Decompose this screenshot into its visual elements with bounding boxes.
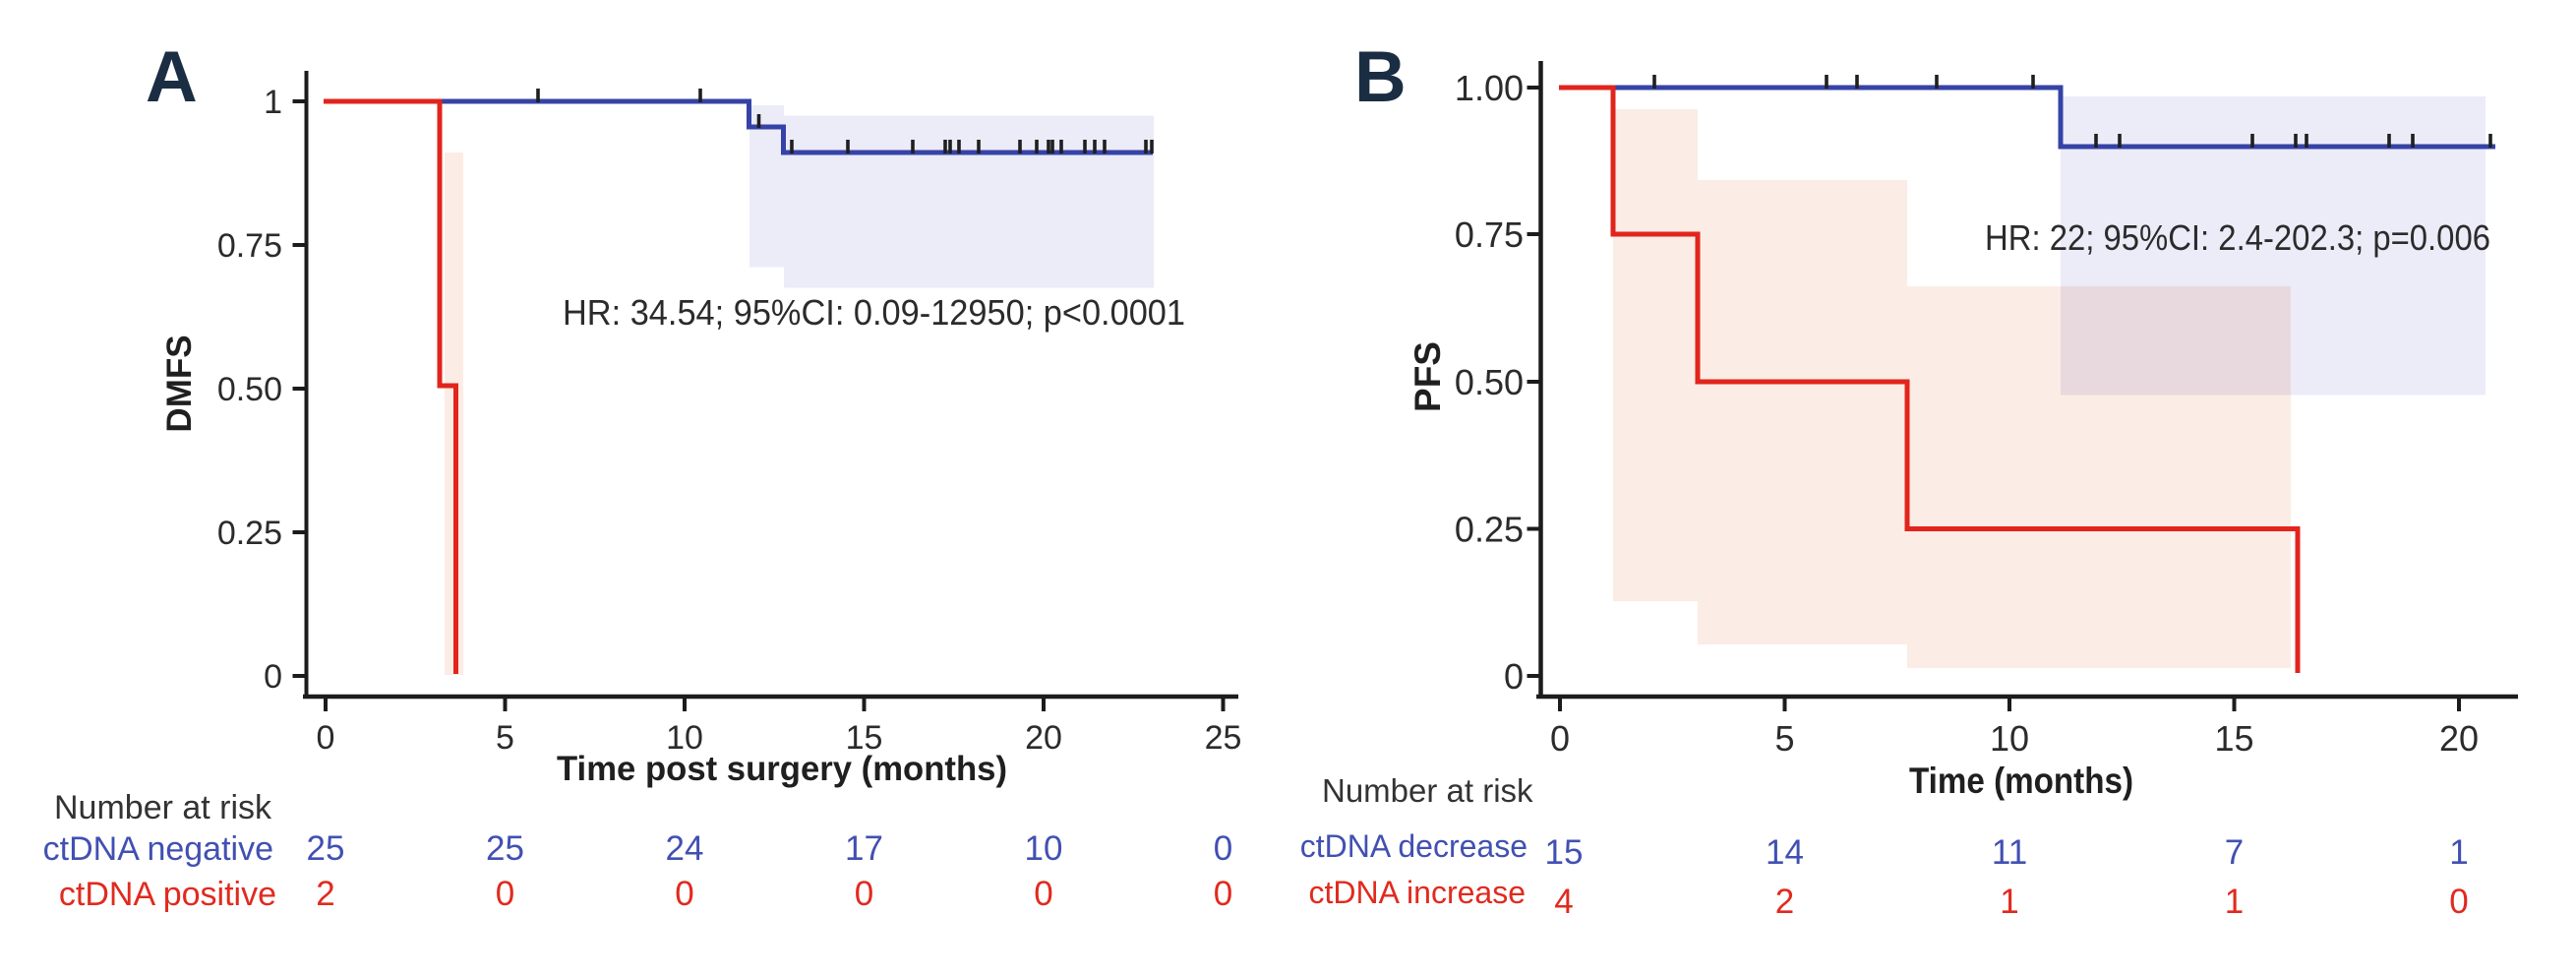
svg-text:25: 25 — [486, 829, 524, 868]
svg-text:5: 5 — [496, 719, 514, 757]
svg-text:0: 0 — [1214, 875, 1232, 913]
svg-text:0: 0 — [1034, 875, 1052, 913]
svg-text:10: 10 — [1025, 829, 1063, 868]
svg-text:25: 25 — [1205, 719, 1242, 757]
svg-text:Time (months): Time (months) — [1909, 761, 2133, 801]
svg-text:15: 15 — [846, 719, 883, 757]
svg-text:10: 10 — [1990, 718, 2029, 759]
svg-text:ctDNA positive: ctDNA positive — [59, 876, 276, 913]
svg-text:0: 0 — [855, 875, 873, 913]
svg-text:0.50: 0.50 — [217, 371, 282, 408]
svg-text:0: 0 — [1504, 656, 1524, 697]
svg-text:25: 25 — [307, 829, 345, 868]
svg-text:2: 2 — [1775, 883, 1794, 921]
svg-text:15: 15 — [1545, 833, 1584, 872]
svg-text:0.75: 0.75 — [217, 227, 282, 265]
svg-text:4: 4 — [1554, 883, 1573, 921]
svg-text:2: 2 — [316, 875, 334, 913]
svg-text:0: 0 — [2449, 883, 2468, 921]
svg-text:15: 15 — [2214, 718, 2253, 759]
svg-text:B: B — [1354, 37, 1407, 117]
svg-text:0.25: 0.25 — [1455, 510, 1524, 550]
svg-text:Number at risk: Number at risk — [54, 789, 272, 826]
svg-text:0: 0 — [675, 875, 693, 913]
svg-text:5: 5 — [1774, 718, 1794, 759]
svg-text:0.50: 0.50 — [1455, 362, 1524, 402]
svg-text:14: 14 — [1766, 833, 1804, 872]
svg-text:1: 1 — [2449, 833, 2468, 872]
svg-text:0: 0 — [317, 719, 335, 757]
svg-text:0: 0 — [264, 658, 282, 696]
svg-text:ctDNA negative: ctDNA negative — [43, 830, 273, 868]
svg-text:1: 1 — [2000, 883, 2018, 921]
svg-text:Time post surgery (months): Time post surgery (months) — [557, 750, 1007, 788]
svg-text:1.00: 1.00 — [1455, 68, 1524, 108]
svg-text:20: 20 — [2439, 718, 2479, 759]
svg-text:0: 0 — [1214, 829, 1232, 868]
svg-text:17: 17 — [845, 829, 883, 868]
svg-text:1: 1 — [264, 84, 282, 121]
svg-text:ctDNA increase: ctDNA increase — [1308, 875, 1526, 910]
svg-text:11: 11 — [1992, 833, 2027, 872]
svg-text:HR: 34.54; 95%CI: 0.09-12950;: HR: 34.54; 95%CI: 0.09-12950; p<0.0001 — [563, 292, 1185, 333]
svg-text:DMFS: DMFS — [160, 335, 199, 432]
svg-text:0: 0 — [496, 875, 514, 913]
svg-text:Number at risk: Number at risk — [1322, 772, 1533, 809]
svg-text:0: 0 — [1550, 718, 1570, 759]
svg-text:PFS: PFS — [1408, 341, 1448, 412]
svg-text:ctDNA decrease: ctDNA decrease — [1300, 828, 1528, 864]
svg-text:0.25: 0.25 — [217, 515, 282, 552]
svg-text:7: 7 — [2225, 833, 2244, 872]
svg-text:0.75: 0.75 — [1455, 214, 1524, 255]
svg-text:HR: 22; 95%CI: 2.4-202.3; p=0.: HR: 22; 95%CI: 2.4-202.3; p=0.006 — [1985, 217, 2490, 258]
svg-text:10: 10 — [666, 719, 703, 757]
svg-text:A: A — [146, 37, 198, 117]
svg-text:20: 20 — [1025, 719, 1062, 757]
svg-text:1: 1 — [2225, 883, 2244, 921]
svg-text:24: 24 — [666, 829, 704, 868]
